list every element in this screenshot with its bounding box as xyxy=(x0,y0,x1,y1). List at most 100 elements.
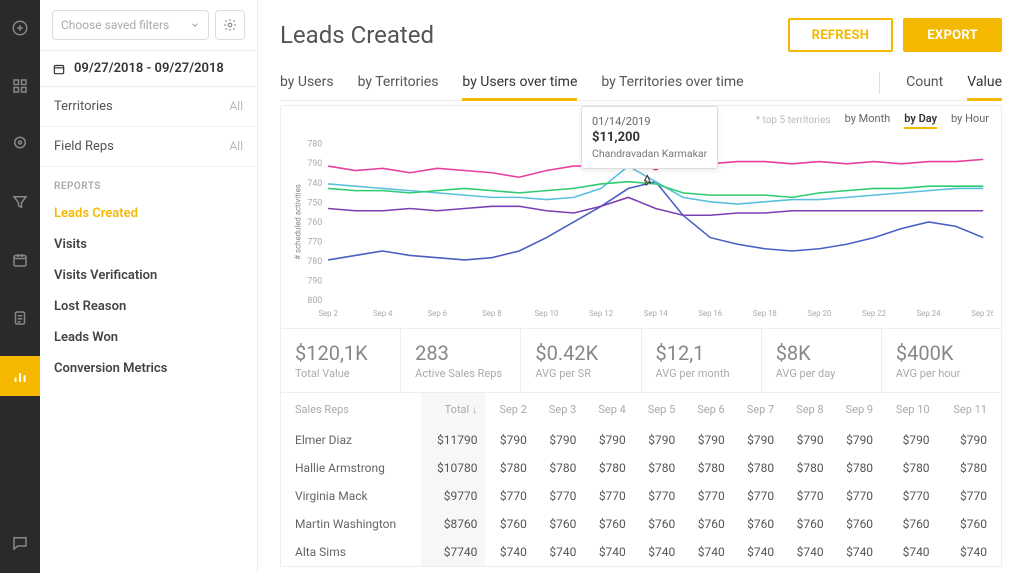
tab[interactable]: by Territories xyxy=(358,66,439,100)
nav-funnel-icon[interactable] xyxy=(0,182,40,222)
sidebar: Choose saved filters 09/27/2018 - 09/27/… xyxy=(40,0,258,573)
granularity-toggle[interactable]: by Month xyxy=(845,112,891,129)
table-row: Alta Sims$7740$740$740$740$740$740$740$7… xyxy=(281,538,1001,566)
refresh-button[interactable]: REFRESH xyxy=(788,18,894,52)
nav-doc-icon[interactable] xyxy=(0,298,40,338)
table-cell: $770 xyxy=(733,482,782,510)
svg-text:750: 750 xyxy=(307,198,322,208)
table-cell: $740 xyxy=(634,538,683,566)
tooltip-value: $11,200 xyxy=(592,130,707,145)
sidebar-item[interactable]: Field RepsAll xyxy=(40,127,257,167)
table-cell: $770 xyxy=(485,482,534,510)
table-cell: $780 xyxy=(683,454,732,482)
table-cell: Elmer Diaz xyxy=(281,426,421,454)
table-cell: $780 xyxy=(485,454,534,482)
table-header: Sep 5 xyxy=(634,393,683,426)
table-cell: $9770 xyxy=(421,482,485,510)
nav-chat-icon[interactable] xyxy=(0,523,40,563)
tab[interactable]: by Users over time xyxy=(462,66,577,100)
granularity-toggle[interactable]: by Day xyxy=(904,112,937,129)
gear-icon xyxy=(223,18,237,32)
nav-plus-icon[interactable] xyxy=(0,8,40,48)
nav-calendar-icon[interactable] xyxy=(0,240,40,280)
svg-text:Sep 10: Sep 10 xyxy=(535,309,559,318)
table-cell: $780 xyxy=(535,454,584,482)
table-cell: $790 xyxy=(683,426,732,454)
svg-text:Sep 24: Sep 24 xyxy=(917,309,941,318)
table-row: Virginia Mack$9770$770$770$770$770$770$7… xyxy=(281,482,1001,510)
kpi-value: 283 xyxy=(415,341,506,365)
series-cyan xyxy=(328,166,983,204)
table-header: Sep 10 xyxy=(881,393,938,426)
data-table: Sales RepsTotal ↓Sep 2Sep 3Sep 4Sep 5Sep… xyxy=(280,393,1002,567)
table-header: Sales Reps xyxy=(281,393,421,426)
table-cell: $790 xyxy=(634,426,683,454)
page-title: Leads Created xyxy=(280,21,434,49)
table-cell: $790 xyxy=(938,426,1001,454)
table-cell: $770 xyxy=(881,482,938,510)
table-cell: $740 xyxy=(683,538,732,566)
table-cell: $740 xyxy=(782,538,831,566)
report-link[interactable]: Lost Reason xyxy=(40,291,257,322)
svg-text:Sep 26: Sep 26 xyxy=(971,309,993,318)
table-cell: $11790 xyxy=(421,426,485,454)
table-cell: $10780 xyxy=(421,454,485,482)
report-link[interactable]: Visits Verification xyxy=(40,260,257,291)
reports-header: REPORTS xyxy=(40,167,257,198)
export-button[interactable]: EXPORT xyxy=(903,18,1002,52)
table-cell: $760 xyxy=(485,510,534,538)
report-link[interactable]: Leads Created xyxy=(40,198,257,229)
svg-text:790: 790 xyxy=(307,277,322,287)
report-link[interactable]: Visits xyxy=(40,229,257,260)
table-row: Hallie Armstrong$10780$780$780$780$780$7… xyxy=(281,454,1001,482)
icon-navbar xyxy=(0,0,40,573)
chart-tooltip: 01/14/2019 $11,200 Chandravadan Karmakar xyxy=(581,106,718,169)
cursor-icon xyxy=(639,172,655,188)
table-header: Sep 4 xyxy=(584,393,633,426)
nav-grid-icon[interactable] xyxy=(0,66,40,106)
nav-pin-icon[interactable] xyxy=(0,124,40,164)
tab[interactable]: Value xyxy=(967,66,1002,100)
sidebar-item-label: Territories xyxy=(54,99,113,114)
svg-text:Sep 4: Sep 4 xyxy=(373,309,393,318)
table-cell: $740 xyxy=(938,538,1001,566)
table-cell: $790 xyxy=(782,426,831,454)
table-cell: Martin Washington xyxy=(281,510,421,538)
svg-text:Sep 14: Sep 14 xyxy=(644,309,668,318)
chart-granularity-toggle: * top 5 territories by Monthby Dayby Hou… xyxy=(756,112,989,129)
main-content: Leads Created REFRESH EXPORT by Users by … xyxy=(258,0,1024,573)
tab[interactable]: by Territories over time xyxy=(601,66,743,100)
sidebar-item[interactable]: TerritoriesAll xyxy=(40,87,257,127)
svg-text:Sep 6: Sep 6 xyxy=(428,309,448,318)
table-cell: $790 xyxy=(832,426,881,454)
svg-text:780: 780 xyxy=(307,140,322,150)
saved-filters-select[interactable]: Choose saved filters xyxy=(52,10,209,40)
date-range-row[interactable]: 09/27/2018 - 09/27/2018 xyxy=(40,50,257,87)
table-cell: $740 xyxy=(485,538,534,566)
table-cell: $770 xyxy=(535,482,584,510)
table-header[interactable]: Total ↓ xyxy=(421,393,485,426)
tab[interactable]: Count xyxy=(906,66,943,100)
report-link[interactable]: Leads Won xyxy=(40,322,257,353)
calendar-icon xyxy=(52,62,66,76)
table-cell: $780 xyxy=(733,454,782,482)
saved-filters-placeholder: Choose saved filters xyxy=(61,18,169,32)
table-cell: $7740 xyxy=(421,538,485,566)
svg-text:Sep 12: Sep 12 xyxy=(589,309,613,318)
table-cell: $780 xyxy=(782,454,831,482)
chart-card: * top 5 territories by Monthby Dayby Hou… xyxy=(280,105,1002,329)
report-link[interactable]: Conversion Metrics xyxy=(40,353,257,384)
kpi-label: Active Sales Reps xyxy=(415,367,506,380)
nav-bars-icon[interactable] xyxy=(0,356,40,396)
filter-settings-button[interactable] xyxy=(215,10,245,40)
sidebar-item-all: All xyxy=(229,139,243,154)
table-cell: $740 xyxy=(584,538,633,566)
chevron-down-icon xyxy=(190,20,200,30)
svg-text:760: 760 xyxy=(307,218,322,228)
granularity-toggle[interactable]: by Hour xyxy=(951,112,989,129)
svg-text:# scheduled activities: # scheduled activities xyxy=(294,184,303,260)
tab[interactable]: by Users xyxy=(280,66,334,100)
table-cell: Virginia Mack xyxy=(281,482,421,510)
table-cell: $770 xyxy=(584,482,633,510)
svg-text:Sep 20: Sep 20 xyxy=(807,309,831,318)
